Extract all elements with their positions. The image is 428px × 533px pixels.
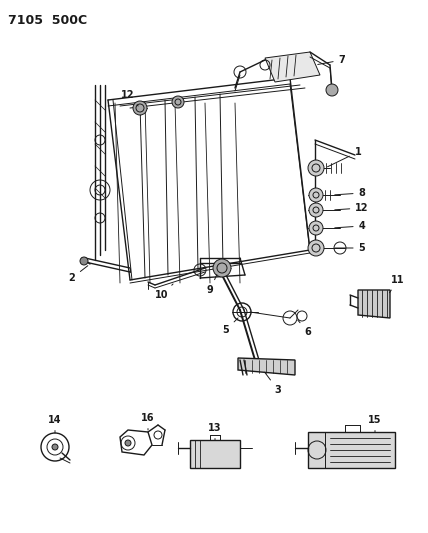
Text: 4: 4: [335, 221, 366, 231]
Text: 16: 16: [141, 413, 155, 430]
Text: 7: 7: [318, 55, 345, 65]
Polygon shape: [358, 290, 390, 318]
Circle shape: [172, 96, 184, 108]
Text: 10: 10: [155, 284, 173, 300]
Text: 11: 11: [389, 275, 405, 293]
Circle shape: [309, 188, 323, 202]
Text: 3: 3: [265, 372, 281, 395]
Text: 6: 6: [298, 320, 312, 337]
Circle shape: [309, 203, 323, 217]
Circle shape: [133, 101, 147, 115]
Circle shape: [125, 440, 131, 446]
Polygon shape: [190, 440, 240, 468]
Text: 8: 8: [335, 188, 366, 198]
Polygon shape: [238, 358, 295, 375]
Text: 14: 14: [48, 415, 62, 433]
Circle shape: [326, 84, 338, 96]
Text: 12: 12: [121, 90, 138, 106]
Circle shape: [213, 259, 231, 277]
Text: 13: 13: [208, 423, 222, 440]
Text: 15: 15: [368, 415, 382, 432]
Text: 12: 12: [335, 203, 369, 213]
Polygon shape: [265, 52, 320, 82]
Polygon shape: [308, 432, 395, 468]
Text: 5: 5: [223, 318, 238, 335]
Text: 1: 1: [327, 147, 361, 167]
Text: 9: 9: [207, 274, 217, 295]
Text: 2: 2: [68, 266, 88, 283]
Circle shape: [308, 240, 324, 256]
Circle shape: [52, 444, 58, 450]
Circle shape: [308, 160, 324, 176]
Text: 5: 5: [335, 243, 366, 253]
Circle shape: [80, 257, 88, 265]
Text: 7105  500C: 7105 500C: [8, 14, 87, 27]
Circle shape: [309, 221, 323, 235]
